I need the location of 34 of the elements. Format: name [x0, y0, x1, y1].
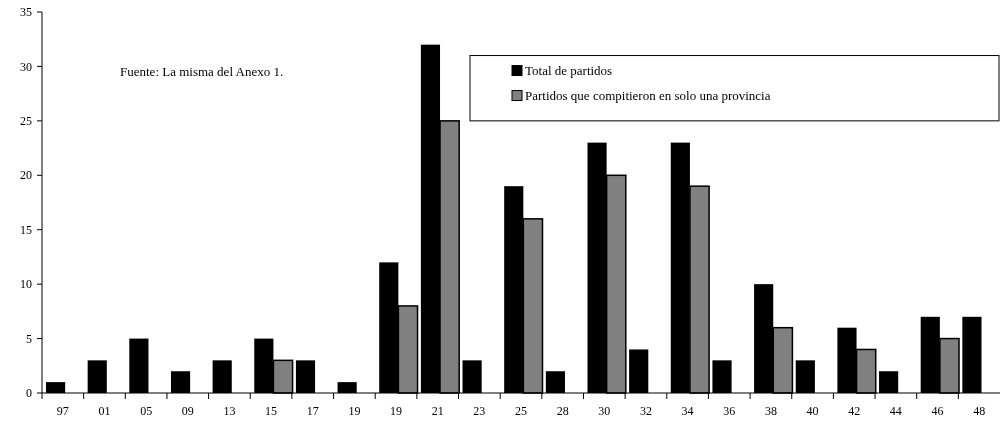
annotation: Fuente: La misma del Anexo 1.: [120, 64, 284, 79]
y-tick-label: 15: [20, 222, 32, 237]
x-tick-label: 15: [265, 404, 278, 418]
x-tick-label: 13: [223, 404, 236, 418]
y-tick-label: 10: [20, 277, 32, 292]
x-tick-label: 23: [473, 404, 486, 418]
legend-label: Partidos que compitieron en solo una provincia: [525, 87, 771, 103]
x-tick-label: 28: [556, 404, 569, 418]
x-tick-label: 25: [515, 404, 527, 418]
x-tick-label: 42: [848, 404, 861, 418]
x-tick-label: 34: [681, 404, 694, 418]
legend-label: Total de partidos: [525, 62, 613, 78]
y-tick-label: 5: [26, 331, 32, 346]
x-tick-label: 40: [806, 404, 819, 418]
x-tick-label: 46: [931, 404, 944, 418]
y-tick-label: 30: [20, 59, 32, 74]
x-tick-label: 97: [56, 404, 69, 418]
x-tick-label: 19: [390, 404, 403, 418]
y-tick-label: 35: [20, 5, 32, 20]
x-tick-label: 05: [140, 404, 153, 418]
x-tick-label: 17: [306, 404, 319, 418]
x-tick-label: 21: [431, 404, 444, 418]
x-tick-label: 09: [181, 404, 194, 418]
x-tick-label: 01: [98, 404, 111, 418]
x-tick-label: 30: [598, 404, 611, 418]
x-tick-label: 38: [764, 404, 777, 418]
x-tick-label: 48: [973, 404, 986, 418]
y-tick-label: 20: [20, 168, 32, 183]
x-tick-label: 36: [723, 404, 736, 418]
y-tick-label: 0: [26, 386, 32, 401]
y-tick-label: 25: [20, 114, 32, 129]
x-tick-label: 19: [348, 404, 361, 418]
x-tick-label: 32: [639, 404, 652, 418]
x-tick-label: 44: [889, 404, 902, 418]
